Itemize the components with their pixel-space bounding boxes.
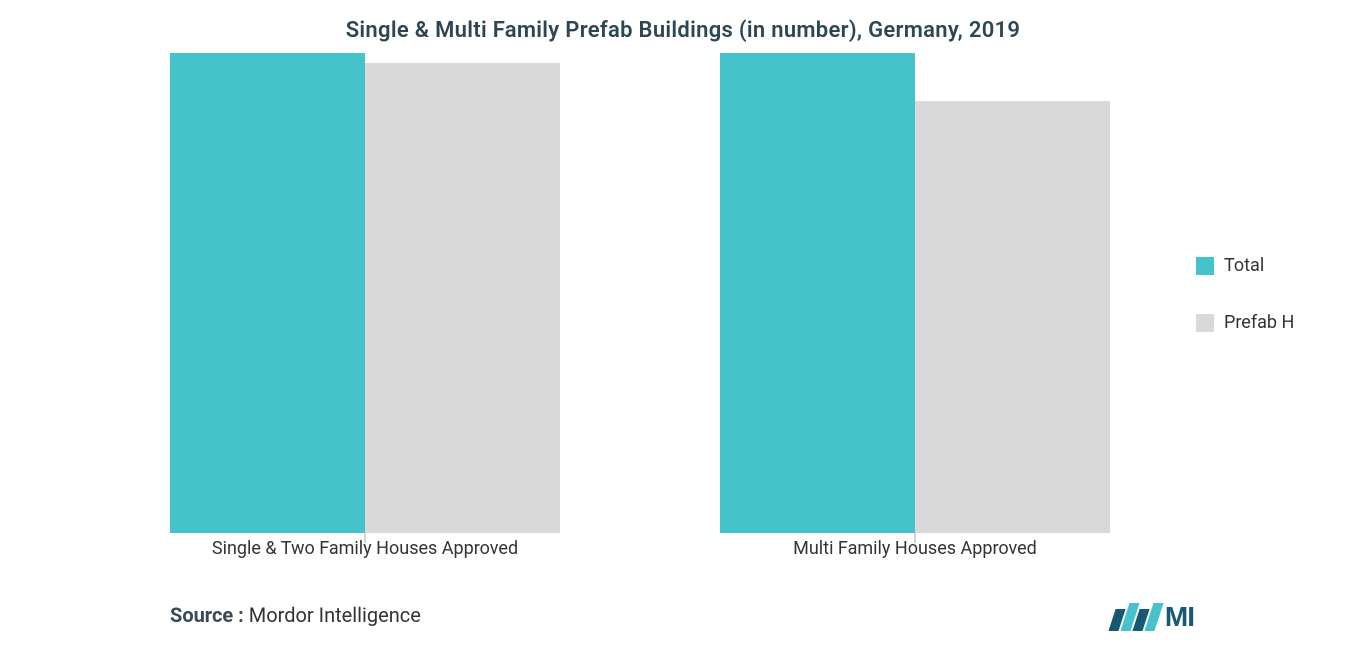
legend: Total Prefab H [1196,255,1366,369]
legend-label-total: Total [1224,255,1264,276]
x-label-1: Multi Family Houses Approved [720,538,1110,559]
source-attribution: Source : Mordor Intelligence [170,603,421,627]
legend-item-total: Total [1196,255,1366,276]
legend-label-prefab: Prefab H [1224,312,1294,333]
legend-item-prefab: Prefab H [1196,312,1366,333]
bar-prefab-1 [915,101,1110,533]
x-label-0: Single & Two Family Houses Approved [170,538,560,559]
chart-plot-area [170,53,1316,533]
bar-prefab-0 [365,63,560,533]
source-label: Source : [170,603,244,627]
bar-total-1 [720,53,915,533]
logo-bars-icon [1108,603,1163,631]
logo-bar-icon [1144,603,1163,631]
legend-swatch-total [1196,257,1214,275]
x-axis-labels: Single & Two Family Houses Approved Mult… [170,538,1136,559]
logo-text: MI [1165,601,1194,633]
bar-total-0 [170,53,365,533]
legend-swatch-prefab [1196,314,1214,332]
chart-title: Single & Multi Family Prefab Buildings (… [0,0,1366,53]
bar-group-1 [720,53,1110,533]
bar-group-0 [170,53,560,533]
source-value: Mordor Intelligence [249,603,421,627]
brand-logo: MI [1113,601,1194,633]
